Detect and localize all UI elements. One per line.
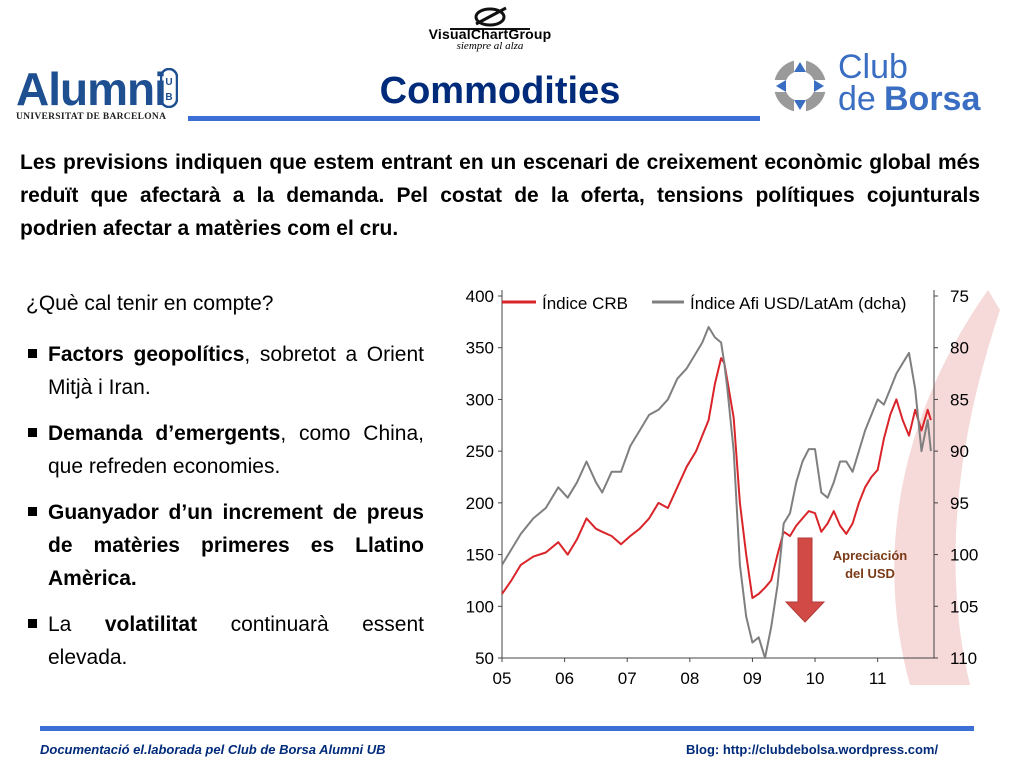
list-item: La volatilitat continuarà essent elevada…: [26, 608, 424, 674]
left-axis-tick-label: 300: [466, 390, 494, 409]
left-axis-tick-label: 400: [466, 287, 494, 306]
right-axis-tick-label: 110: [950, 649, 977, 668]
ub-badge-u: U: [165, 77, 172, 88]
vcg-tagline: siempre al alza: [456, 40, 524, 52]
list-item: Guanyador d’un increment de preus de mat…: [26, 496, 424, 595]
title-divider: [188, 116, 760, 121]
right-axis-tick-label: 80: [950, 339, 969, 358]
left-axis-tick-label: 250: [466, 442, 494, 461]
chart-annotation: Apreciación del USD: [784, 537, 907, 623]
left-axis-tick-label: 150: [466, 546, 494, 565]
bullet-bold-text: Demanda d’emergents: [48, 422, 281, 445]
left-axis-tick-label: 50: [475, 649, 494, 668]
bullet-bold-text: Factors geopolítics: [48, 343, 245, 366]
series-line-crb: [501, 357, 932, 599]
list-item: Factors geopolítics, sobretot a Orient M…: [26, 338, 424, 404]
footer-divider: [40, 726, 974, 731]
x-axis-tick-label: 08: [680, 669, 699, 688]
list-item: Demanda d’emergents, como China, que ref…: [26, 417, 424, 483]
club-logo-word-borsa: Borsa: [884, 80, 981, 118]
right-axis-tick-label: 95: [950, 494, 969, 513]
intro-paragraph: Les previsions indiquen que estem entran…: [20, 151, 980, 240]
left-axis-tick-label: 350: [466, 339, 494, 358]
right-axis-tick-label: 85: [950, 390, 969, 409]
x-axis-tick-label: 05: [493, 669, 512, 688]
bullet-bold-text: volatilitat: [104, 613, 198, 636]
footer-blog-link[interactable]: Blog: http://clubdebolsa.wordpress.com/: [686, 742, 939, 757]
x-axis-tick-label: 11: [869, 669, 887, 688]
bullet-text: , como China, que refreden economies.: [48, 422, 424, 478]
bullet-list: Factors geopolítics, sobretot a Orient M…: [26, 338, 424, 687]
right-axis-tick-label: 75: [950, 287, 969, 306]
bullet-text: , sobretot a Orient Mitjà i Iran.: [48, 343, 424, 399]
series-line-afi: [501, 326, 932, 659]
club-logo-word-club: Club: [838, 48, 908, 86]
footer-credit: Documentació el.laborada pel Club de Bor…: [40, 742, 386, 757]
annotation-line-1: Apreciación: [833, 548, 907, 563]
bullet-square-icon: [28, 619, 37, 628]
alumni-logo-text: Alumni: [16, 63, 167, 115]
right-axis-tick-label: 105: [950, 597, 978, 616]
bullet-square-icon: [28, 349, 37, 358]
alumni-university-name: UNIVERSITAT DE BARCELONA: [16, 112, 167, 122]
chart-legend: Índice CRB Índice Afi USD/LatAm (dcha): [502, 294, 906, 313]
decorative-red-swoosh: [894, 290, 1000, 685]
bullet-square-icon: [28, 507, 37, 516]
chart-tick-labels: 400 350 300 250 200 150 100 50 75 80 85 90 95 100 105 1…: [466, 287, 979, 688]
legend-label-afi: Índice Afi USD/LatAm (dcha): [690, 294, 906, 313]
right-axis-tick-label: 90: [950, 442, 969, 461]
x-axis-tick-label: 10: [806, 669, 825, 688]
chart-axes: [501, 290, 935, 659]
x-axis-tick-label: 06: [555, 669, 574, 688]
club-de-borsa-logo-icon: [772, 58, 828, 114]
x-axis-tick-label: 09: [743, 669, 762, 688]
commodities-line-chart: 400 350 300 250 200 150 100 50 75 80 85 90 95 100 105 1…: [466, 287, 1000, 688]
page-title: Commodities: [379, 70, 621, 112]
question-heading: ¿Què cal tenir en compte?: [26, 292, 274, 315]
left-axis-tick-label: 100: [466, 597, 494, 616]
ub-badge-b: B: [165, 92, 172, 103]
bullet-square-icon: [28, 428, 37, 437]
vcg-brand-name: VisualChartGroup: [428, 26, 552, 42]
club-logo-word-de: de: [838, 80, 876, 118]
left-axis-tick-label: 200: [466, 494, 494, 513]
right-axis-tick-label: 100: [950, 546, 978, 565]
visualchartgroup-logo-icon: [450, 6, 530, 30]
bullet-text: continuarà essent elevada.: [48, 613, 425, 669]
annotation-line-2: del USD: [845, 566, 895, 581]
x-axis-tick-label: 07: [618, 669, 637, 688]
bullet-bold-text: Guanyador d’un increment de preus de mat…: [48, 501, 424, 590]
legend-label-crb: Índice CRB: [542, 294, 628, 313]
chart-series: [501, 326, 932, 659]
ub-badge-icon: U B: [160, 68, 178, 108]
bullet-text-pre: La: [48, 613, 105, 636]
down-arrow-icon: [784, 537, 826, 623]
